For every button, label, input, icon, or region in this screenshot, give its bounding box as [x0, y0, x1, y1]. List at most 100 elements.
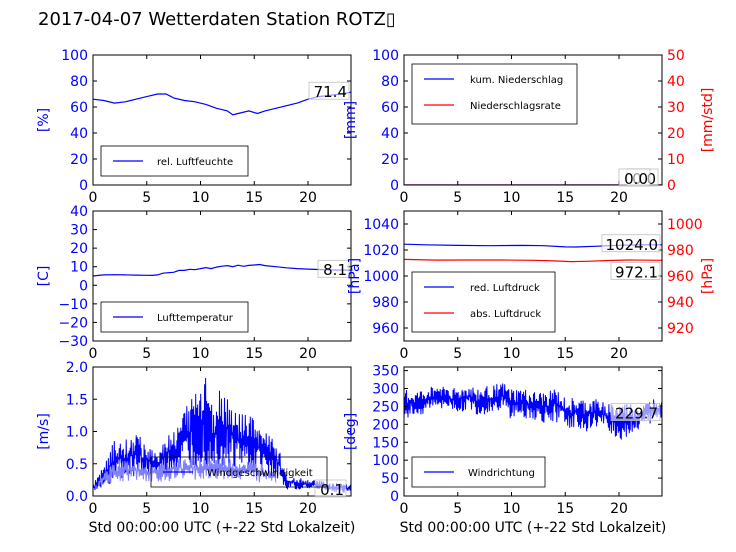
- y-tick-label: 50: [381, 471, 399, 487]
- chart-wind-speed: 0 5 10 15 20 0.0 0.5 1.0 1.5 2.0 [m/s] Std 00:00:00…: [36, 360, 355, 536]
- y-right-tick-label: 10: [667, 152, 685, 168]
- y-tick-label: 100: [61, 48, 88, 64]
- y-tick-label: 300: [372, 382, 399, 398]
- x-tick-label: 5: [142, 190, 151, 206]
- y-tick-label: 1040: [363, 217, 399, 233]
- y-tick-label: 0.0: [66, 489, 88, 505]
- legend-label: Windrichtung: [468, 468, 535, 479]
- x-tick-label: 5: [453, 190, 462, 206]
- y-tick-label: 20: [70, 241, 88, 257]
- y-tick-label: 0.5: [66, 457, 88, 473]
- y-tick-label: 10: [70, 260, 88, 276]
- last-value-box: [317, 259, 350, 278]
- legend-box: [150, 456, 328, 488]
- x-tick-label: 10: [192, 501, 210, 517]
- y-right-tick-label: 30: [667, 100, 685, 116]
- last-value-box: [308, 81, 350, 100]
- last-value-label: 0.1: [320, 481, 344, 499]
- x-tick-label: 15: [556, 346, 574, 362]
- x-tick-label: 15: [556, 190, 574, 206]
- x-tick-label: 0: [89, 501, 98, 517]
- legend-label: Windgeschwindigkeit: [207, 468, 313, 479]
- x-tick-label: 20: [610, 501, 628, 517]
- y-axis-label: [C]: [36, 266, 52, 287]
- y-right-tick-label: 50: [667, 48, 685, 64]
- legend: kum. Niederschlag Niederschlagsrate: [411, 63, 578, 125]
- x-tick-label: 5: [453, 346, 462, 362]
- y-tick-label: 80: [70, 74, 88, 90]
- x-tick-label: 0: [89, 346, 98, 362]
- y-tick-label: −30: [58, 334, 88, 350]
- y-tick-label: 20: [70, 152, 88, 168]
- last-value-right-box: [618, 168, 651, 187]
- y-axis-label: [%]: [36, 108, 52, 132]
- series-abs-luftdruck-line: [404, 258, 662, 263]
- legend-label: Niederschlagsrate: [470, 101, 561, 112]
- y-tick-label: 100: [372, 453, 399, 469]
- legend: Windrichtung: [411, 456, 546, 488]
- y-tick-label: 1020: [363, 243, 399, 259]
- y-axis-label: [m/s]: [36, 413, 52, 450]
- y-right-tick-label: 980: [667, 243, 694, 259]
- legend: Lufttemperatur: [100, 301, 249, 333]
- y-tick-label: 30: [70, 223, 88, 239]
- last-value-right-label: 972.1: [615, 263, 658, 281]
- legend-box: [411, 63, 578, 125]
- y-tick-label: 40: [381, 126, 399, 142]
- x-tick-label: 10: [192, 190, 210, 206]
- y-right-tick-label: 20: [667, 126, 685, 142]
- last-value-label: 8.1: [323, 261, 347, 279]
- legend-label: Lufttemperatur: [157, 313, 234, 324]
- y-tick-label: 350: [372, 364, 399, 380]
- last-value-right-box: [610, 261, 661, 280]
- x-tick-label: 15: [245, 346, 263, 362]
- x-tick-label: 5: [142, 501, 151, 517]
- figure-title: 2017-04-07 Wetterdaten Station ROTZ▯: [38, 9, 396, 30]
- last-value-box: [610, 403, 661, 421]
- y-axis-label: [deg]: [343, 413, 359, 450]
- last-value-label: 1024.0: [606, 236, 659, 254]
- x-tick-label: 20: [610, 346, 628, 362]
- x-tick-label: 20: [299, 346, 317, 362]
- x-tick-label: 15: [245, 501, 263, 517]
- legend: rel. Luftfeuchte: [100, 145, 249, 177]
- x-tick-label: 10: [503, 346, 521, 362]
- y-tick-label: 40: [70, 204, 88, 220]
- y-right-tick-label: 1000: [667, 217, 703, 233]
- x-tick-label: 10: [192, 346, 210, 362]
- y-tick-label: 250: [372, 399, 399, 415]
- chart-humidity: 0 5 10 15 20 0 20 40 60 80 100 [%] 71.4 rel. Luftfeuc…: [36, 48, 352, 206]
- y-tick-label: 0: [79, 278, 88, 294]
- plot-frame: [403, 366, 663, 497]
- last-value-box: [314, 479, 347, 498]
- legend: Windgeschwindigkeit: [150, 456, 328, 488]
- x-tick-label: 10: [503, 190, 521, 206]
- x-tick-label: 0: [400, 346, 409, 362]
- legend-box: [411, 271, 556, 333]
- y-tick-label: 980: [372, 295, 399, 311]
- y-tick-label: 1000: [363, 269, 399, 285]
- x-tick-label: 5: [142, 346, 151, 362]
- legend-label: kum. Niederschlag: [470, 75, 563, 86]
- y-tick-label: 40: [70, 126, 88, 142]
- plot-frame: [92, 210, 352, 342]
- y-tick-label: −20: [58, 315, 88, 331]
- y-tick-label: 0: [390, 489, 399, 505]
- y-axis-label-right: [hPa]: [700, 258, 716, 294]
- y-right-tick-label: 40: [667, 74, 685, 90]
- y-tick-label: 100: [372, 48, 399, 64]
- y-right-tick-label: 920: [667, 321, 694, 337]
- x-tick-label: 20: [299, 190, 317, 206]
- y-tick-label: 960: [372, 321, 399, 337]
- series-rel-luftfeuchte-line: [93, 91, 351, 116]
- last-value-right-label: 0.0: [624, 170, 648, 188]
- x-tick-label: 15: [556, 501, 574, 517]
- x-tick-label: 0: [89, 190, 98, 206]
- y-axis-label: [hPa]: [347, 258, 363, 294]
- y-tick-label: −10: [58, 297, 88, 313]
- y-axis-label: [mm]: [343, 101, 359, 139]
- y-axis-label-right: [mm/std]: [700, 88, 716, 153]
